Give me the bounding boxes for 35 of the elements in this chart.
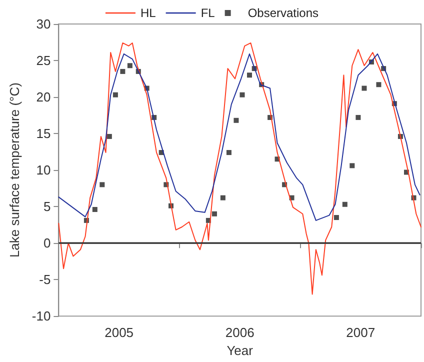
y-tick-label: 30 — [36, 16, 51, 32]
legend-label: FL — [200, 6, 216, 20]
point — [247, 72, 252, 78]
y-tick-label: 25 — [36, 53, 51, 68]
x-tick-label: 2006 — [225, 325, 254, 340]
point — [100, 182, 105, 188]
y-axis-title: Lake surface temperature (°C) — [7, 82, 22, 258]
point — [350, 163, 355, 168]
x-tick-label: 2007 — [346, 325, 376, 340]
y-tick-label: 20 — [36, 90, 51, 105]
point — [92, 206, 98, 212]
point — [112, 92, 118, 98]
point — [212, 211, 217, 216]
point — [362, 86, 367, 91]
point — [120, 68, 126, 74]
point — [127, 63, 132, 68]
legend-label: Observations — [248, 6, 319, 20]
y-tick-label: 10 — [36, 162, 51, 178]
point — [240, 92, 245, 98]
y-tick-label: 15 — [36, 126, 51, 142]
y-tick-label: 5 — [43, 199, 51, 214]
point — [356, 114, 361, 120]
y-tick-label: -5 — [39, 272, 51, 288]
legend-label: HL — [140, 6, 156, 20]
point — [226, 150, 232, 156]
point — [106, 134, 112, 139]
point — [234, 118, 239, 123]
y-tick-label: 0 — [43, 236, 51, 251]
x-tick-label: 2005 — [104, 325, 134, 340]
point — [342, 202, 348, 207]
point — [376, 82, 382, 88]
point — [334, 215, 339, 220]
point — [220, 195, 226, 200]
y-tick-label: -10 — [32, 308, 51, 324]
x-axis-title: Year — [226, 343, 254, 358]
